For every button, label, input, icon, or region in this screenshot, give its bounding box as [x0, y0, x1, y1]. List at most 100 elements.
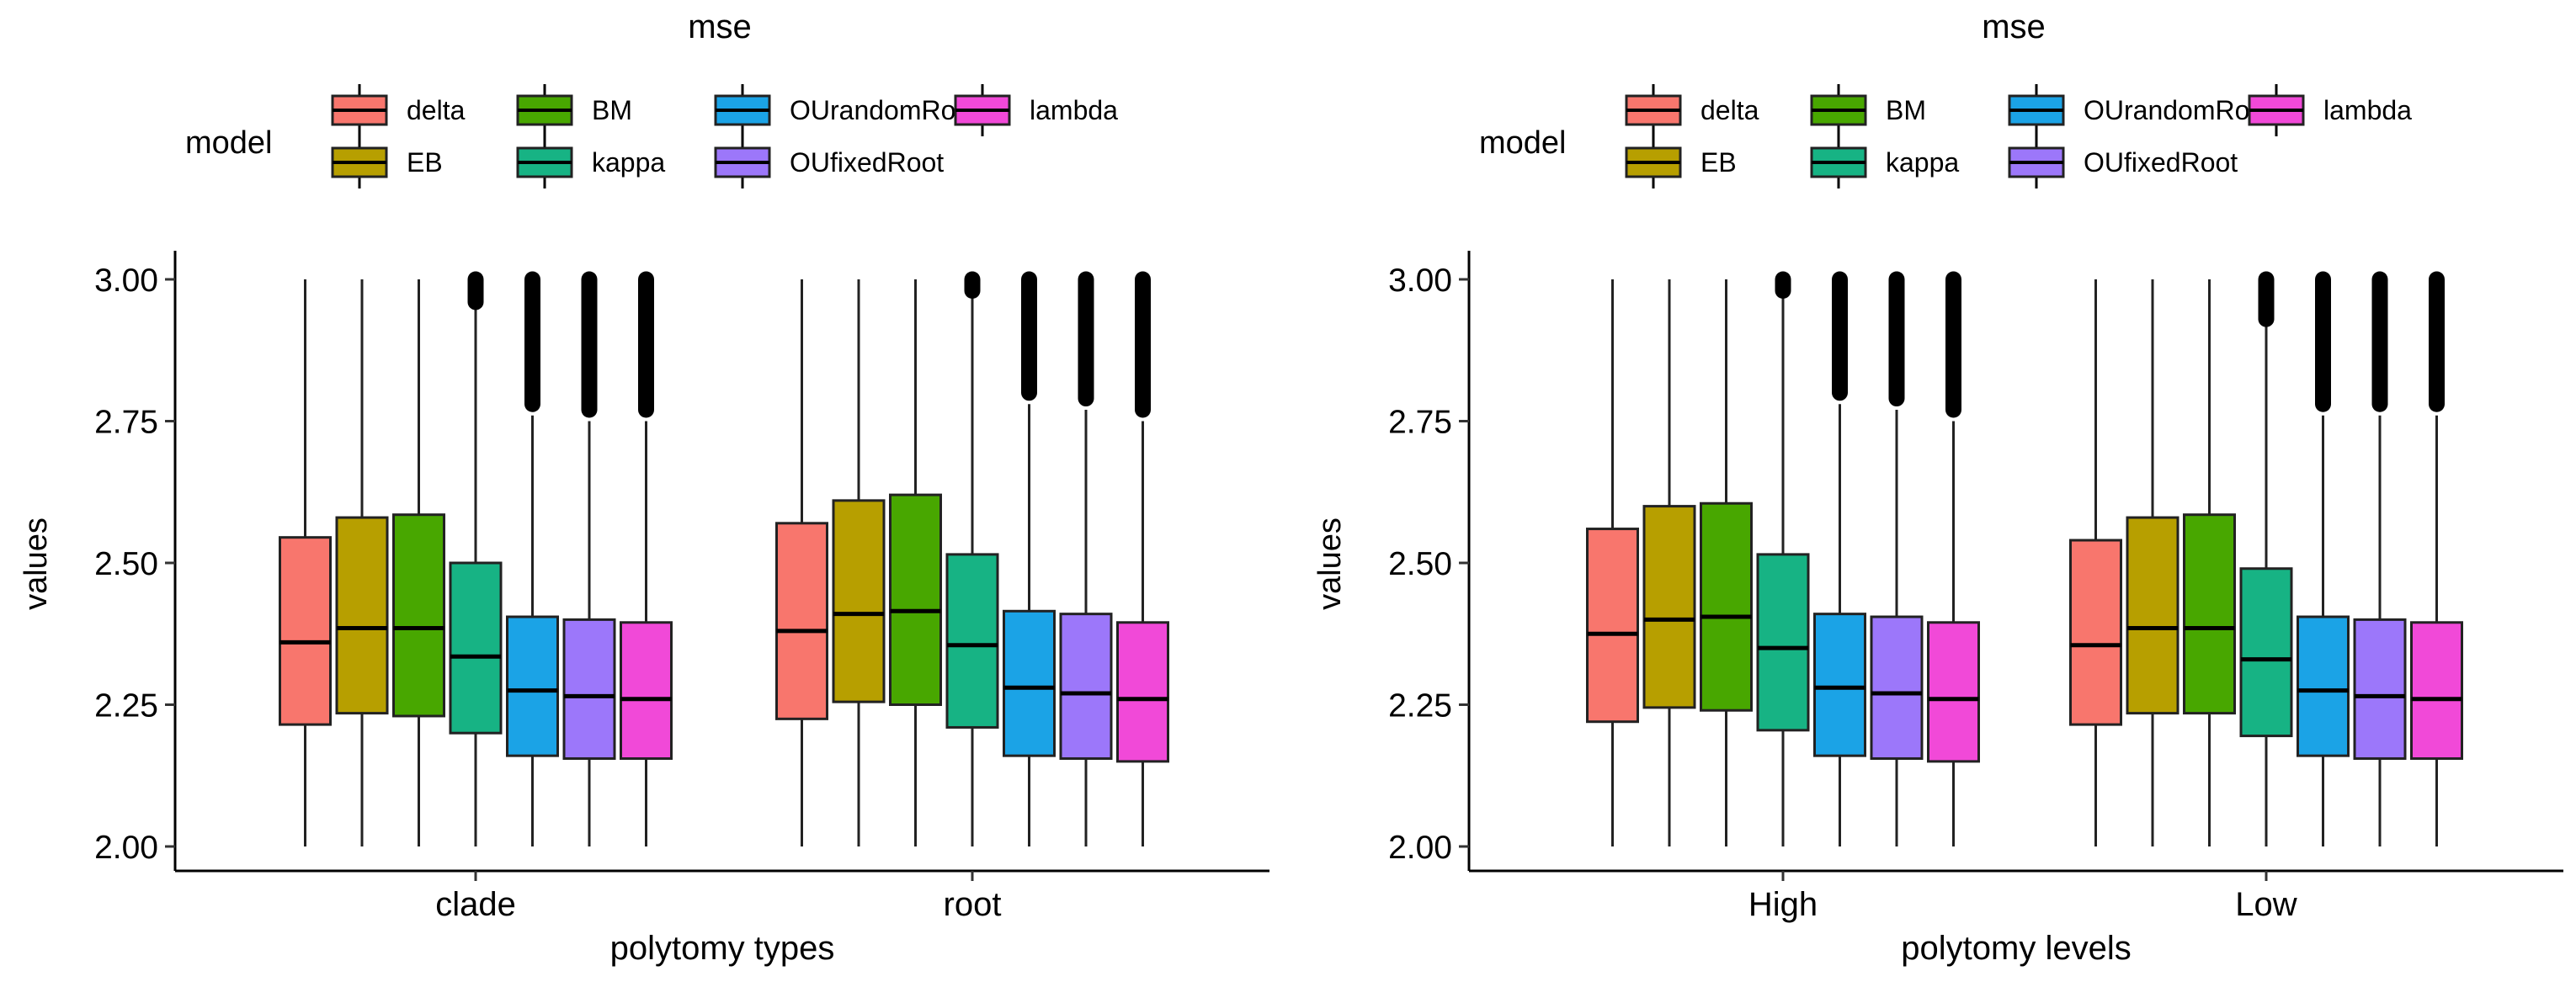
box [945, 553, 999, 729]
box [2126, 516, 2179, 715]
box-EB-Low [2126, 279, 2179, 846]
box-BM-clade [392, 279, 445, 846]
y-tick-label: 2.25 [94, 688, 158, 724]
legend-item: EB [331, 136, 443, 188]
box-kappa-Low [2239, 271, 2293, 846]
box [832, 499, 886, 703]
box [2069, 539, 2122, 726]
chart-title: mse [688, 8, 752, 45]
legend: model delta EB BM kappa OUrandomRoot OUfixedRo… [1479, 84, 2412, 188]
box [1756, 553, 1810, 732]
box-EB-root [832, 279, 886, 846]
legend-label: OUrandomRoot [2084, 95, 2272, 125]
box [775, 522, 828, 720]
box [1059, 613, 1113, 761]
x-tick-label: root [944, 886, 1002, 923]
box [1813, 613, 1866, 757]
box-OUfixedRoot-clade [562, 271, 616, 846]
box-OUfixedRoot-root [1059, 271, 1113, 846]
box-delta-clade [279, 279, 332, 846]
box [2353, 618, 2407, 761]
y-tick-label: 3.00 [1388, 263, 1452, 299]
box-delta-High [1586, 279, 1639, 846]
box-OUfixedRoot-Low [2353, 271, 2407, 846]
legend-label: BM [592, 95, 632, 125]
x-tick-label: Low [2235, 886, 2297, 923]
legend-item: OUrandomRoot [714, 84, 978, 136]
box-OUrandomRoot-root [1003, 271, 1056, 846]
box-BM-High [1700, 279, 1753, 846]
legend-label: EB [1700, 147, 1737, 178]
box [2239, 567, 2293, 738]
legend-label: OUrandomRoot [790, 95, 978, 125]
box [1642, 505, 1696, 709]
legend-label: lambda [1030, 95, 1118, 125]
legend-label: EB [407, 147, 443, 178]
box [279, 536, 332, 726]
box [506, 615, 559, 757]
box-delta-Low [2069, 279, 2122, 846]
legend-label: OUfixedRoot [2084, 147, 2238, 178]
legend-label: delta [407, 95, 466, 125]
y-tick-label: 2.75 [94, 405, 158, 441]
legend-item: delta [331, 84, 466, 136]
y-axis-label: values [1312, 517, 1348, 610]
x-tick-label: clade [435, 886, 516, 923]
y-tick-label: 2.25 [1388, 688, 1452, 724]
legend-item: OUfixedRoot [2008, 136, 2238, 188]
box-lambda-clade [620, 271, 673, 846]
x-tick-label: High [1748, 886, 1818, 923]
legend-item: BM [516, 84, 632, 136]
legend-item: kappa [1810, 136, 1959, 188]
box-lambda-Low [2410, 271, 2463, 846]
box [889, 493, 942, 706]
box-OUfixedRoot-High [1870, 271, 1924, 846]
y-tick-label: 3.00 [94, 263, 158, 299]
legend-item: OUfixedRoot [714, 136, 944, 188]
chart-panel-1: mse model delta EB BM kappa OUrandomRoot OUfixe… [19, 8, 1269, 967]
box-BM-Low [2183, 279, 2236, 846]
box [1700, 501, 1753, 712]
box [335, 516, 389, 715]
box-EB-clade [335, 279, 389, 846]
box [1870, 615, 1924, 761]
box-lambda-root [1116, 271, 1169, 846]
box-kappa-High [1756, 271, 1810, 846]
x-axis-label: polytomy levels [1901, 930, 2131, 967]
legend-title: model [1479, 125, 1567, 161]
box-EB-High [1642, 279, 1696, 846]
legend-item: lambda [954, 84, 1118, 136]
box-OUrandomRoot-High [1813, 271, 1866, 846]
legend-item: OUrandomRoot [2008, 84, 2272, 136]
box-kappa-clade [449, 271, 503, 846]
legend-label: BM [1886, 95, 1926, 125]
box [1927, 621, 1980, 763]
box-lambda-High [1927, 271, 1980, 846]
box [1116, 621, 1169, 763]
chart-title: mse [1982, 8, 2046, 45]
box [449, 561, 503, 735]
legend-item: delta [1625, 84, 1759, 136]
box-BM-root [889, 279, 942, 846]
legend-label: lambda [2323, 95, 2412, 125]
legend-label: OUfixedRoot [790, 147, 944, 178]
box [562, 618, 616, 761]
box-OUrandomRoot-Low [2297, 271, 2350, 846]
legend-item: BM [1810, 84, 1926, 136]
y-tick-label: 2.50 [1388, 546, 1452, 582]
legend-label: kappa [1886, 147, 1959, 178]
legend-label: delta [1700, 95, 1759, 125]
x-axis-label: polytomy types [610, 930, 835, 967]
y-axis-label: values [19, 517, 54, 610]
box [620, 621, 673, 761]
box-OUrandomRoot-clade [506, 271, 559, 846]
y-tick-label: 2.00 [94, 830, 158, 866]
box [2410, 621, 2463, 761]
legend: model delta EB BM kappa OUrandomRoot OUfixedRo… [185, 84, 1118, 188]
box-kappa-root [945, 271, 999, 846]
box-delta-root [775, 279, 828, 846]
y-tick-label: 2.00 [1388, 830, 1452, 866]
box [1003, 609, 1056, 757]
legend-label: kappa [592, 147, 665, 178]
